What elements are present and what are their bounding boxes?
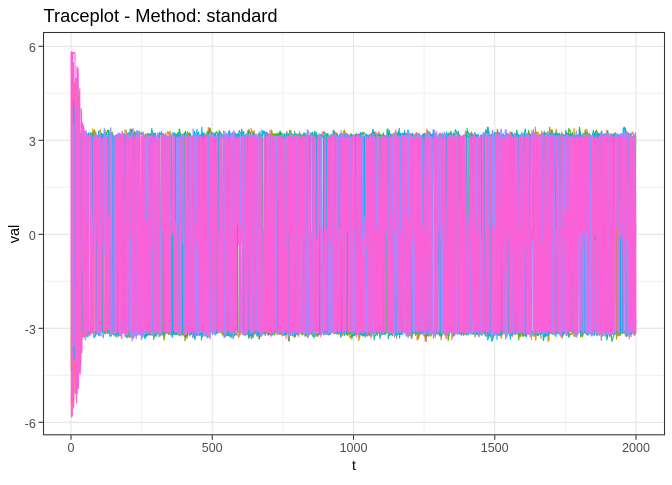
svg-text:t: t xyxy=(352,457,356,473)
svg-text:1500: 1500 xyxy=(481,441,509,455)
svg-text:val: val xyxy=(7,225,23,244)
svg-text:1000: 1000 xyxy=(340,441,368,455)
svg-text:0: 0 xyxy=(68,441,75,455)
svg-text:2000: 2000 xyxy=(622,441,650,455)
svg-text:6: 6 xyxy=(29,41,36,55)
svg-text:3: 3 xyxy=(29,135,36,149)
svg-text:0: 0 xyxy=(29,229,36,243)
svg-text:Traceplot - Method: standard: Traceplot - Method: standard xyxy=(44,5,278,26)
svg-text:-6: -6 xyxy=(25,417,36,431)
svg-text:500: 500 xyxy=(202,441,223,455)
svg-text:-3: -3 xyxy=(25,323,36,337)
